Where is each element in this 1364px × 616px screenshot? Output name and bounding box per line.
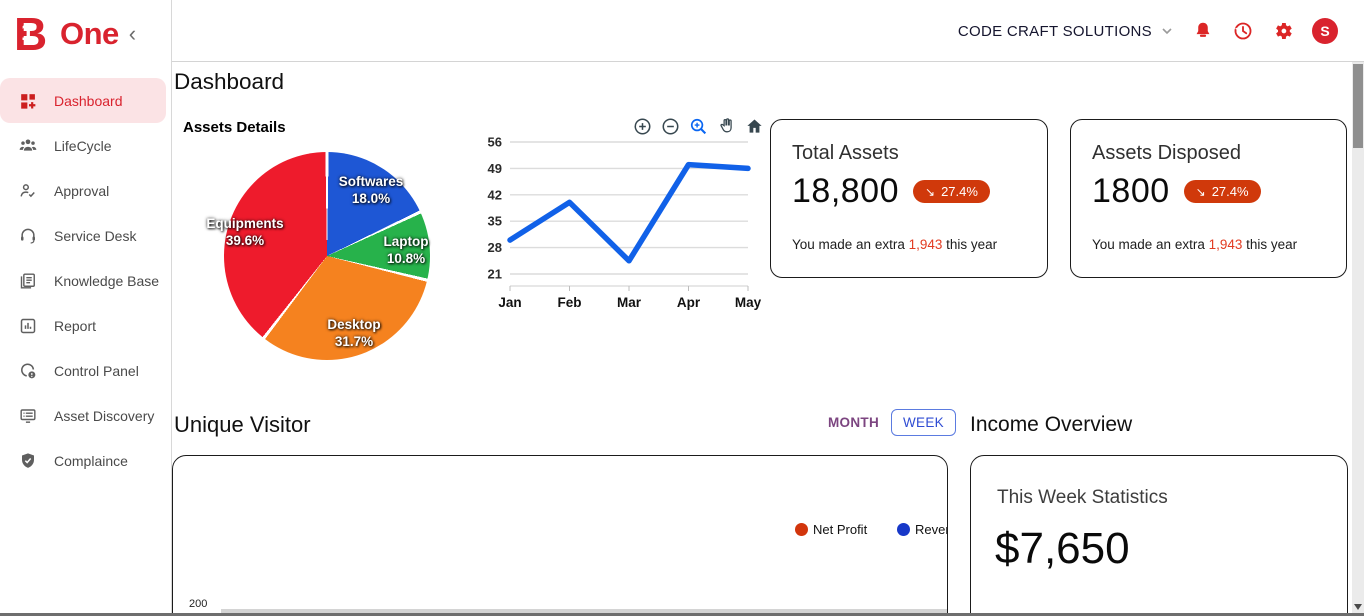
brand-logo: B 1 One ‹ — [14, 10, 136, 58]
sidebar-item-label: Control Panel — [54, 362, 139, 379]
assets-details-title: Assets Details — [183, 119, 286, 136]
sidebar-nav: Dashboard LifeCycle Approval — [0, 78, 172, 483]
pie-label-laptop: Laptop 10.8% — [383, 234, 429, 266]
sidebar-item-label: Knowledge Base — [54, 272, 160, 289]
company-name: CODE CRAFT SOLUTIONS — [957, 22, 1152, 40]
week-statistics-label: This Week Statistics — [997, 487, 1168, 508]
bar-chart-icon — [20, 318, 36, 333]
sidebar-item-label: Asset Discovery — [54, 407, 155, 424]
person-check-icon — [20, 183, 35, 197]
trend-badge: ↘ 27.4% — [913, 180, 990, 203]
card-title: Assets Disposed — [1092, 142, 1241, 164]
sidebar-item-complaince[interactable]: Complaince — [0, 438, 172, 483]
document-icon — [20, 272, 35, 289]
unique-visitor-title: Unique Visitor — [174, 412, 311, 437]
svg-text:56: 56 — [488, 135, 502, 150]
legend-net-profit[interactable]: Net Profit — [795, 522, 867, 537]
sidebar-item-label: Complaince — [54, 452, 128, 469]
svg-text:21: 21 — [488, 267, 502, 282]
svg-text:Apr: Apr — [677, 295, 701, 310]
window-bottom-edge — [0, 613, 1364, 616]
vertical-scrollbar[interactable] — [1352, 62, 1364, 616]
brand-logo-icon: B 1 — [14, 8, 47, 60]
svg-text:Jan: Jan — [498, 295, 521, 310]
sidebar-item-label: Dashboard — [54, 92, 123, 109]
alert-circle-icon — [21, 363, 36, 378]
gear-icon[interactable] — [1272, 20, 1294, 42]
dashboard-grid-icon — [21, 93, 36, 109]
sidebar-item-label: LifeCycle — [54, 137, 112, 154]
scrollbar-thumb[interactable] — [1353, 64, 1363, 148]
user-avatar[interactable]: S — [1312, 18, 1338, 44]
card-note: You made an extra 1,943 this year — [1092, 237, 1298, 252]
week-button[interactable]: WEEK — [891, 409, 956, 436]
zoom-in-icon[interactable] — [633, 117, 652, 136]
assets-pie-chart[interactable]: Softwares 18.0% Laptop 10.8% Desktop 31.7% … — [206, 152, 430, 360]
company-selector[interactable]: CODE CRAFT SOLUTIONS — [958, 23, 1174, 40]
pie-label-softwares: Softwares 18.0% — [338, 174, 404, 206]
sidebar-collapse-icon[interactable]: ‹ — [128, 21, 137, 46]
sidebar-item-dashboard[interactable]: Dashboard — [0, 78, 166, 123]
sidebar-item-lifecycle[interactable]: LifeCycle — [0, 123, 172, 168]
card-title: Total Assets — [792, 142, 899, 164]
chevron-down-icon — [1162, 28, 1172, 35]
sidebar: B 1 One ‹ Dashboard — [0, 0, 172, 616]
sidebar-item-label: Service Desk — [54, 227, 137, 244]
week-statistics-amount: $7,650 — [995, 524, 1130, 573]
svg-text:Mar: Mar — [617, 295, 642, 310]
sidebar-item-control-panel[interactable]: Control Panel — [0, 348, 172, 393]
sidebar-item-label: Report — [54, 317, 97, 334]
headset-icon — [21, 228, 35, 244]
pie-label-equipments: Equipments 39.6% — [206, 216, 284, 248]
income-overview-card: This Week Statistics $7,650 — [970, 455, 1348, 616]
month-button[interactable]: MONTH — [828, 415, 879, 430]
people-icon — [19, 139, 37, 151]
page-title: Dashboard — [174, 69, 285, 94]
svg-text:Feb: Feb — [557, 295, 581, 310]
brand-name: One — [60, 16, 119, 51]
svg-text:49: 49 — [488, 161, 502, 176]
trend-down-icon: ↘ — [1195, 184, 1206, 199]
home-icon[interactable] — [745, 117, 764, 136]
trend-down-icon: ↘ — [925, 184, 936, 199]
sidebar-item-approval[interactable]: Approval — [0, 168, 172, 213]
sidebar-item-label: Approval — [54, 182, 110, 199]
bell-icon[interactable] — [1192, 20, 1214, 42]
assets-disposed-card: Assets Disposed 1800 ↘ 27.4% You made an… — [1070, 119, 1347, 278]
zoom-out-icon[interactable] — [661, 117, 680, 136]
unique-visitor-chart-card[interactable]: Net Profit Revenue 200 — [172, 455, 948, 616]
legend-revenue[interactable]: Revenue — [897, 522, 947, 537]
monitor-list-icon — [20, 408, 36, 423]
card-value: 1800 — [1092, 172, 1170, 210]
assets-line-chart[interactable]: 21 28 35 42 49 56 Jan Feb Mar Apr May — [478, 128, 770, 314]
svg-text:May: May — [735, 295, 762, 310]
sidebar-item-asset-discovery[interactable]: Asset Discovery — [0, 393, 172, 438]
chart-toolbar — [633, 117, 792, 136]
income-overview-title: Income Overview — [970, 413, 1133, 436]
net-profit-dot — [795, 523, 808, 536]
total-assets-card: Total Assets 18,800 ↘ 27.4% You made an … — [770, 119, 1048, 278]
revenue-dot — [897, 523, 910, 536]
selection-zoom-icon[interactable] — [689, 117, 708, 136]
sidebar-item-knowledge-base[interactable]: Knowledge Base — [0, 258, 172, 303]
svg-text:42: 42 — [488, 187, 502, 202]
shield-check-icon — [22, 452, 34, 468]
period-toggle: MONTH WEEK — [828, 409, 956, 436]
svg-text:28: 28 — [488, 240, 502, 255]
card-value: 18,800 — [792, 172, 899, 210]
history-icon[interactable] — [1232, 20, 1254, 42]
scrollbar-down-arrow[interactable] — [1354, 604, 1362, 610]
sidebar-item-service-desk[interactable]: Service Desk — [0, 213, 172, 258]
pie-label-desktop: Desktop 31.7% — [327, 317, 381, 349]
y-axis-tick: 200 — [189, 598, 208, 610]
card-note: You made an extra 1,943 this year — [792, 237, 998, 252]
header: CODE CRAFT SOLUTIONS S — [172, 0, 1364, 62]
sidebar-item-report[interactable]: Report — [0, 303, 172, 348]
trend-badge: ↘ 27.4% — [1183, 180, 1261, 203]
chart-axis-band — [221, 609, 947, 616]
pan-hand-icon[interactable] — [717, 117, 736, 136]
svg-text:35: 35 — [488, 214, 502, 229]
